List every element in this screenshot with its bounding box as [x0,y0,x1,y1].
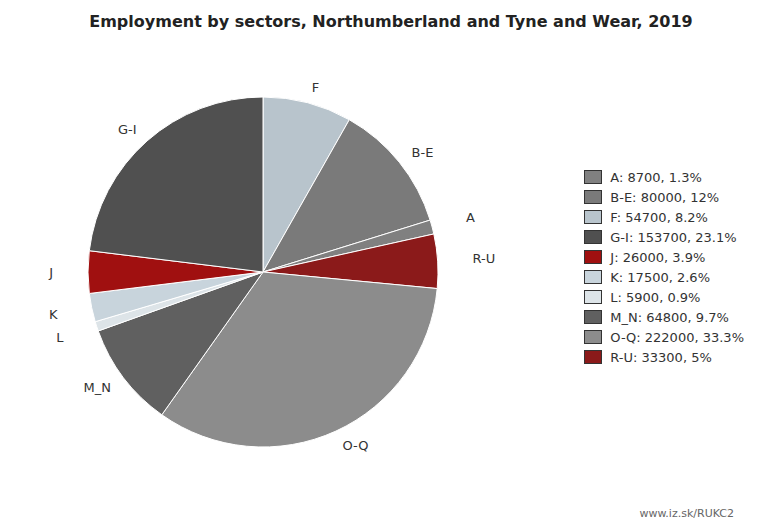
svg-text:M_N: M_N [84,380,111,395]
html-text:M_N: 64800, 9.7%: M_N: 64800, 9.7% [610,309,729,325]
html-text:R-U: 33300, 5%: R-U: 33300, 5% [610,349,712,365]
svg-text:L: L [56,330,64,345]
svg-text:B-E: B-E [412,145,434,160]
html-text:J: 26000, 3.9%: J: 26000, 3.9% [610,249,706,265]
svg-text:K: K [49,307,58,322]
svg-text:G-I: G-I [118,122,137,137]
svg-text:A: A [466,210,475,225]
html-text:www.iz.sk/RUKC2: www.iz.sk/RUKC2 [639,507,734,520]
html-text:B-E: 80000, 12%: B-E: 80000, 12% [610,189,720,205]
svg-text:O-Q: O-Q [342,438,368,453]
html-text:L: 5900, 0.9%: L: 5900, 0.9% [610,289,701,305]
html-text:F: 54700, 8.2%: F: 54700, 8.2% [610,209,708,225]
svg-text:R-U: R-U [473,251,496,266]
html-text:Employment by sectors, Northum: Employment by sectors, Northumberland an… [89,12,693,31]
html-text:A: 8700, 1.3%: A: 8700, 1.3% [610,169,702,185]
html-text:G-I: 153700, 23.1%: G-I: 153700, 23.1% [610,229,737,245]
svg-text:F: F [312,80,319,95]
html-text:K: 17500, 2.6%: K: 17500, 2.6% [610,269,710,285]
svg-text:J: J [48,265,53,280]
html-text:O-Q: 222000, 33.3%: O-Q: 222000, 33.3% [610,329,744,345]
